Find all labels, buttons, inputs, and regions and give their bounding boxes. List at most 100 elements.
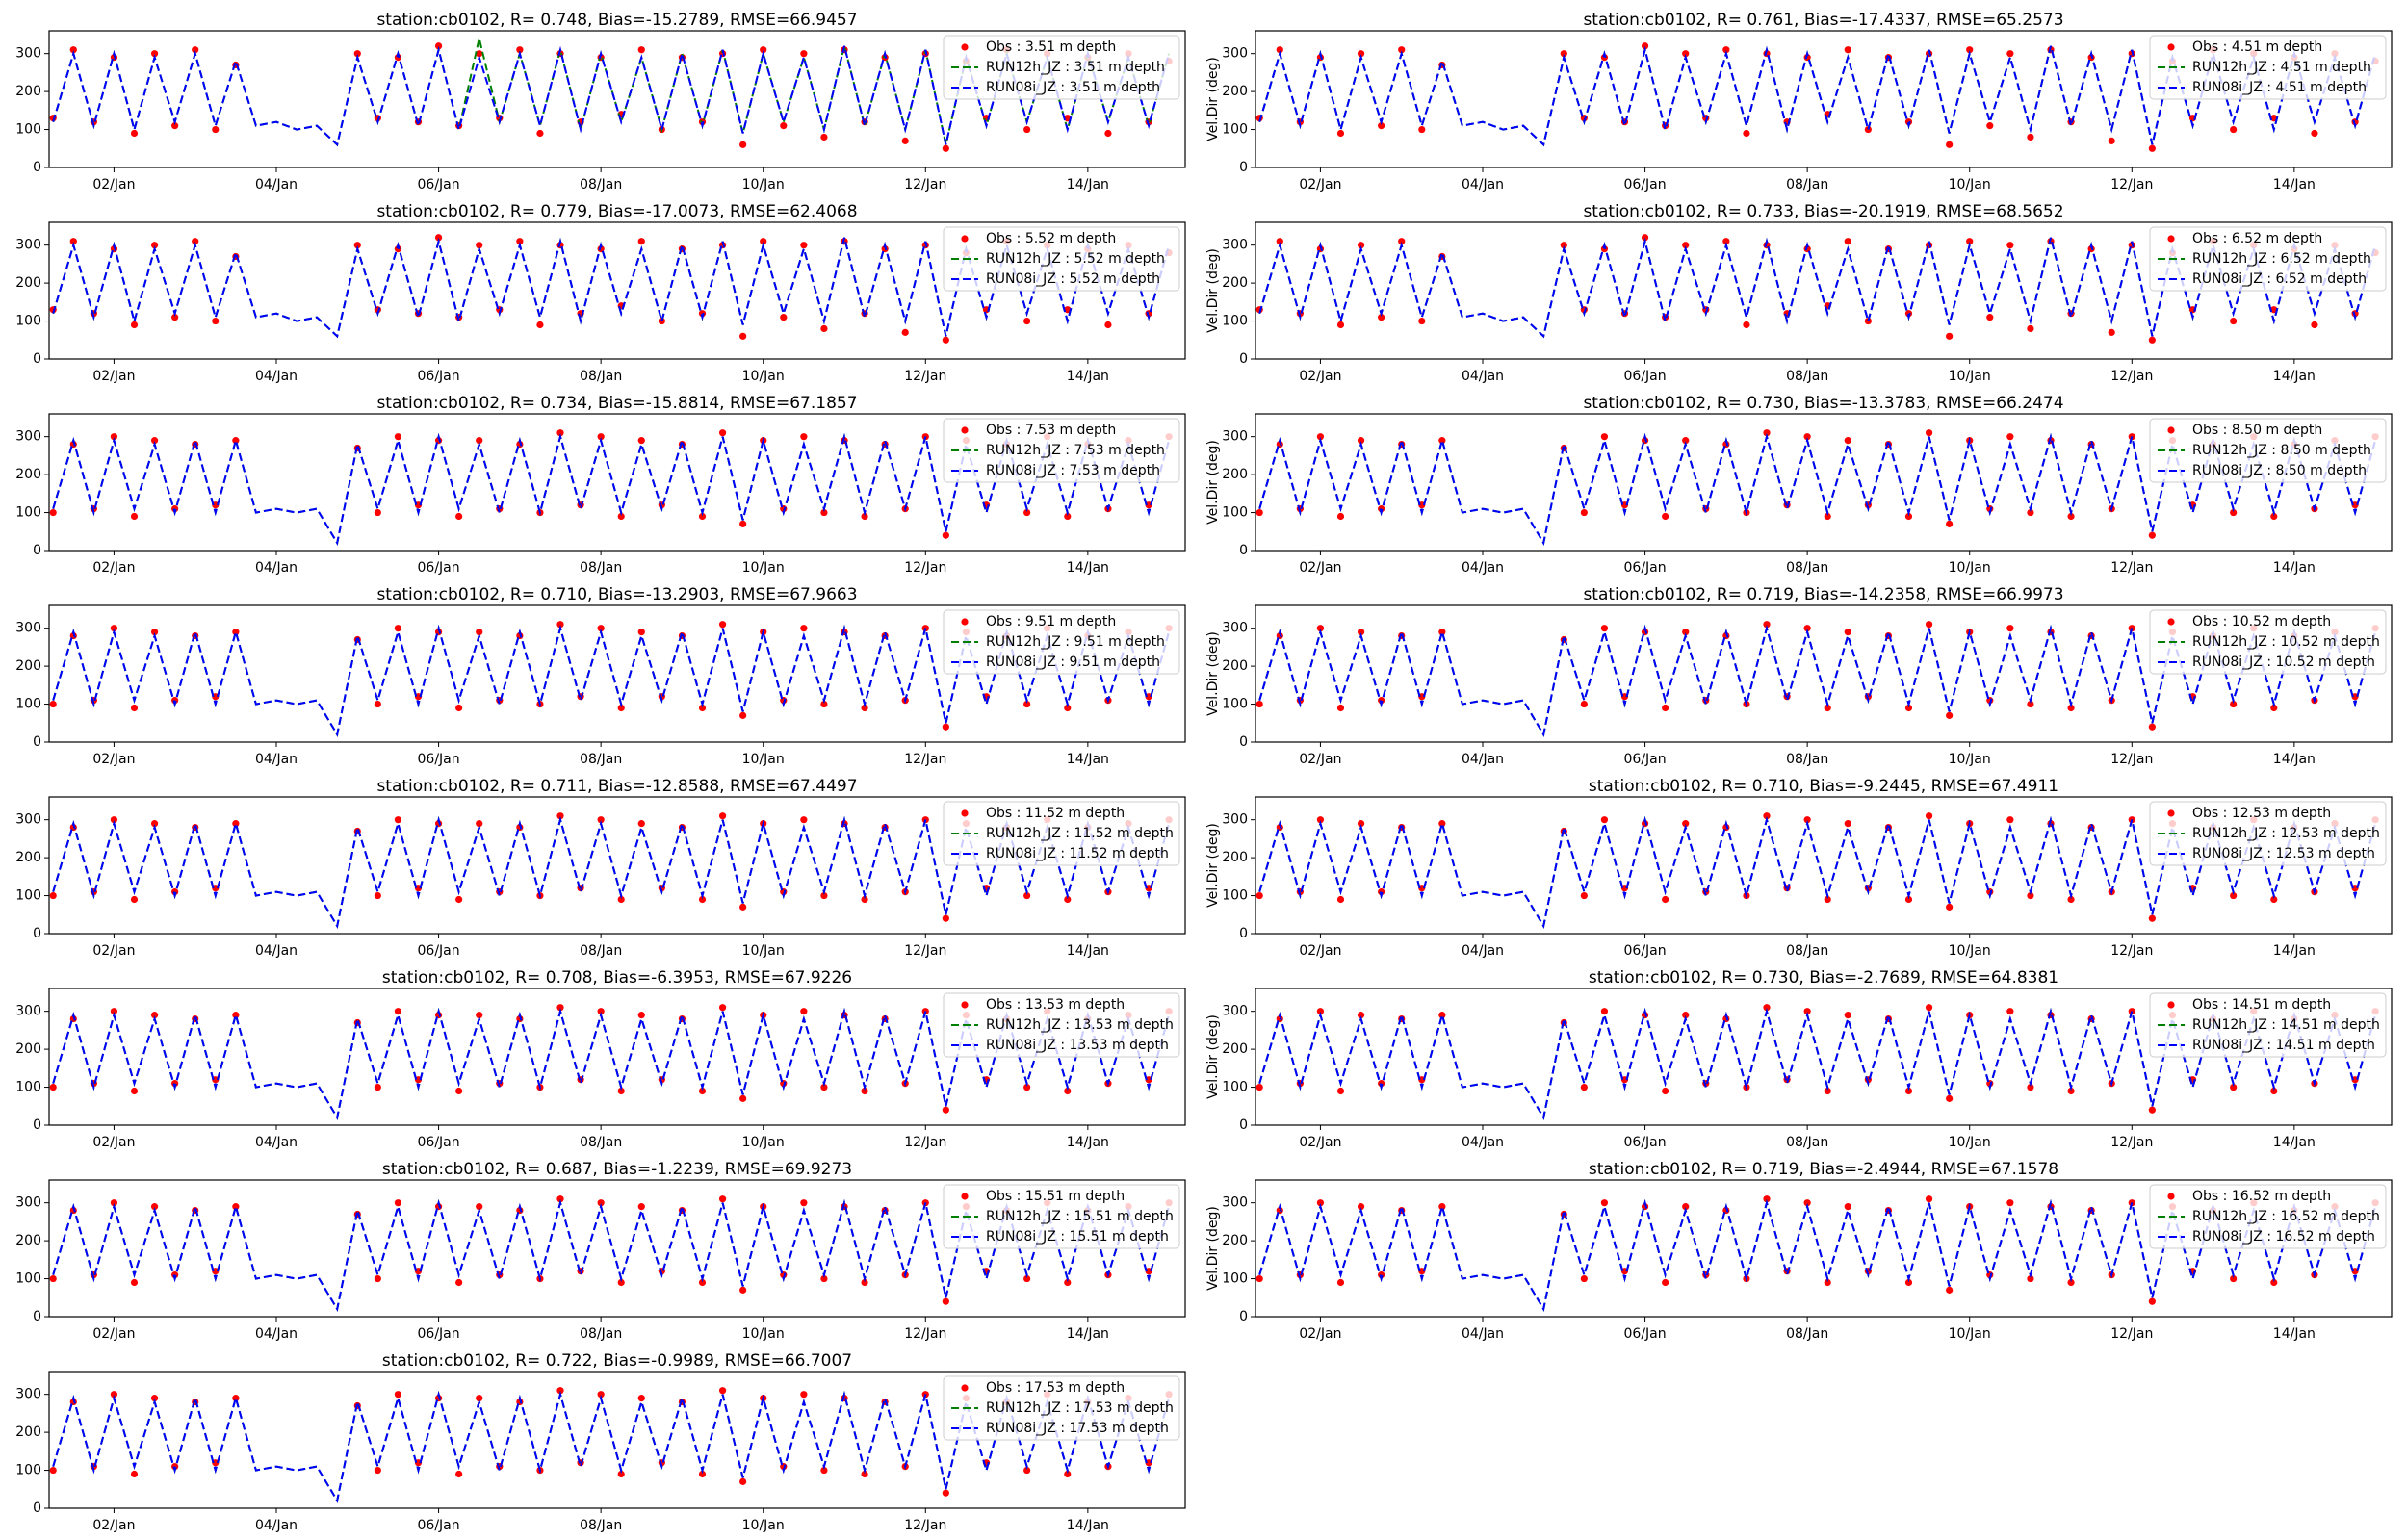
legend-label: RUN08i_JZ : 14.51 m depth bbox=[2192, 1038, 2375, 1053]
y-tick-label: 100 bbox=[1222, 1080, 1248, 1095]
legend: Obs : 8.50 m depth RUN12h_JZ : 8.50 m dep… bbox=[2149, 418, 2387, 483]
obs-point bbox=[1580, 508, 1588, 517]
x-tick-label: 14/Jan bbox=[1067, 1135, 1109, 1150]
obs-point bbox=[476, 629, 483, 636]
obs-point bbox=[1023, 508, 1031, 517]
legend-label: Obs : 4.51 m depth bbox=[2192, 39, 2322, 55]
y-tick-label: 200 bbox=[1222, 1041, 1248, 1057]
legend-box bbox=[943, 992, 1180, 1058]
legend-label: Obs : 3.51 m depth bbox=[986, 39, 1116, 55]
obs-point bbox=[232, 1012, 240, 1019]
obs-point bbox=[698, 895, 707, 904]
y-axis-label: Vel.Dir (deg) bbox=[1205, 1014, 1221, 1099]
panel: station:cb0102, R= 0.687, Bias=-1.2239, … bbox=[15, 1160, 1186, 1342]
obs-point bbox=[2270, 895, 2278, 904]
obs-point bbox=[2108, 137, 2115, 144]
obs-point bbox=[130, 512, 139, 521]
x-tick-label: 04/Jan bbox=[255, 943, 298, 959]
obs-point bbox=[1023, 317, 1031, 325]
obs-point bbox=[1418, 125, 1426, 134]
obs-point bbox=[455, 512, 463, 521]
model-line bbox=[52, 1198, 1171, 1312]
legend: Obs : 13.53 m depth RUN12h_JZ : 13.53 m d… bbox=[943, 992, 1180, 1058]
obs-point bbox=[820, 508, 828, 517]
y-tick-label: 0 bbox=[1239, 1309, 1248, 1324]
legend-marker bbox=[961, 426, 969, 434]
legend-marker bbox=[961, 1384, 969, 1392]
y-tick-label: 0 bbox=[1239, 543, 1248, 558]
obs-point bbox=[455, 1278, 463, 1287]
x-tick-label: 04/Jan bbox=[255, 1326, 298, 1342]
legend-box bbox=[943, 1184, 1180, 1249]
obs-point bbox=[1722, 46, 1730, 54]
obs-point bbox=[1946, 1286, 1954, 1294]
x-tick-label: 10/Jan bbox=[1949, 177, 1991, 192]
x-tick-label: 04/Jan bbox=[1462, 1135, 1504, 1150]
y-tick-label: 100 bbox=[1222, 314, 1248, 329]
obs-point bbox=[1316, 1008, 1325, 1015]
panel: station:cb0102, R= 0.708, Bias=-6.3953, … bbox=[15, 968, 1186, 1150]
y-tick-label: 0 bbox=[33, 160, 41, 175]
obs-point bbox=[232, 1203, 240, 1211]
legend-label: RUN08i_JZ : 10.52 m depth bbox=[2192, 654, 2375, 670]
obs-point bbox=[130, 704, 139, 712]
obs-point bbox=[1378, 505, 1385, 513]
legend-marker bbox=[2167, 43, 2175, 51]
obs-point bbox=[1743, 321, 1750, 329]
legend-label: RUN12h_JZ : 13.53 m depth bbox=[986, 1017, 1174, 1033]
obs-point bbox=[130, 1278, 139, 1287]
plot-area bbox=[49, 38, 1173, 152]
obs-point bbox=[476, 1012, 483, 1019]
obs-point bbox=[739, 711, 747, 719]
obs-point bbox=[110, 433, 118, 441]
x-tick-label: 04/Jan bbox=[1462, 943, 1504, 959]
obs-point bbox=[780, 314, 788, 321]
obs-point bbox=[192, 238, 199, 245]
obs-point bbox=[130, 895, 139, 904]
x-tick-label: 04/Jan bbox=[255, 369, 298, 384]
obs-point bbox=[1763, 1004, 1771, 1012]
y-axis-label: Vel.Dir (deg) bbox=[1205, 248, 1221, 333]
obs-point bbox=[800, 50, 808, 58]
obs-point bbox=[171, 122, 179, 130]
obs-point bbox=[800, 816, 808, 824]
y-axis-label: Vel.Dir (deg) bbox=[1205, 1206, 1221, 1291]
x-tick-label: 10/Jan bbox=[742, 1135, 785, 1150]
obs-point bbox=[1276, 440, 1283, 449]
obs-point bbox=[1600, 625, 1609, 632]
obs-point bbox=[820, 133, 828, 141]
obs-point bbox=[130, 1087, 139, 1095]
legend-label: RUN08i_JZ : 8.50 m depth bbox=[2192, 463, 2367, 478]
y-tick-label: 300 bbox=[15, 1004, 41, 1019]
obs-point bbox=[394, 625, 402, 632]
obs-point bbox=[861, 1470, 868, 1478]
obs-point bbox=[1378, 122, 1385, 130]
obs-point bbox=[1803, 1199, 1811, 1207]
x-tick-label: 08/Jan bbox=[1786, 943, 1828, 959]
obs-point bbox=[1682, 50, 1690, 58]
obs-point bbox=[942, 1489, 949, 1497]
x-tick-label: 10/Jan bbox=[1949, 943, 1991, 959]
panel-title: station:cb0102, R= 0.748, Bias=-15.2789,… bbox=[376, 11, 857, 30]
model-line bbox=[52, 1007, 1171, 1120]
obs-point bbox=[2006, 433, 2014, 441]
legend-box bbox=[2149, 801, 2387, 866]
legend-label: RUN08i_JZ : 15.51 m depth bbox=[986, 1229, 1169, 1245]
model-line bbox=[52, 815, 1171, 929]
legend-label: RUN08i_JZ : 12.53 m depth bbox=[2192, 846, 2375, 861]
legend-label: RUN12h_JZ : 5.52 m depth bbox=[986, 251, 1165, 267]
legend-label: RUN08i_JZ : 11.52 m depth bbox=[986, 846, 1169, 861]
x-tick-label: 12/Jan bbox=[2110, 369, 2153, 384]
obs-point bbox=[130, 321, 139, 329]
plot-area bbox=[1255, 621, 2379, 737]
model-line bbox=[1258, 815, 2377, 929]
x-tick-label: 14/Jan bbox=[1067, 752, 1109, 767]
x-tick-label: 06/Jan bbox=[1624, 1135, 1667, 1150]
obs-point bbox=[1357, 437, 1365, 445]
x-tick-label: 14/Jan bbox=[2273, 1135, 2316, 1150]
x-tick-label: 12/Jan bbox=[904, 1518, 946, 1533]
obs-point bbox=[1803, 625, 1811, 632]
legend-label: Obs : 6.52 m depth bbox=[2192, 231, 2322, 246]
y-tick-label: 200 bbox=[1222, 467, 1248, 482]
